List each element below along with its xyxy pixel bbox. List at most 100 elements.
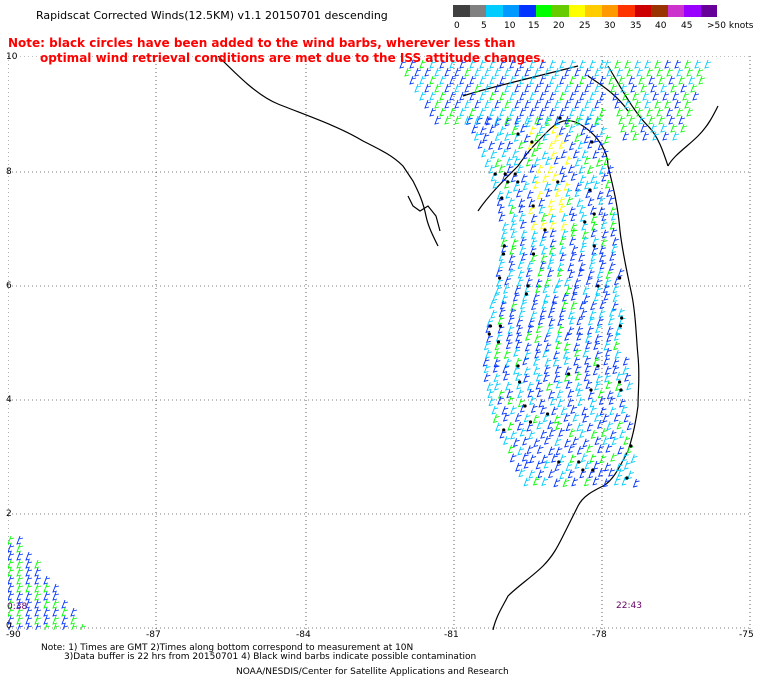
wind-barb [525,268,533,278]
wind-barb [419,59,427,69]
wind-barb [61,615,69,625]
colorbar-label-15: 15 [528,21,540,31]
wind-barb [579,429,586,439]
wind-barb [519,91,527,101]
wind-barb [654,59,662,69]
wind-barb [552,357,560,367]
wind-barb [533,180,541,189]
wind-barb [554,188,562,198]
wind-barb [544,115,552,125]
wind-barb [670,123,678,133]
wind-barb [444,99,452,109]
wind-barb [524,115,532,125]
contamination-dot [528,420,533,424]
wind-barb [495,422,502,432]
wind-barb [554,67,562,77]
wind-barb [505,381,512,391]
wind-barb [515,372,522,382]
contamination-dot [590,140,594,144]
wind-barb [538,197,546,207]
wind-barb [8,567,15,577]
wind-barb [509,91,517,101]
wind-barb [484,99,492,109]
wind-barb [509,221,517,231]
wind-barb [579,213,587,222]
wind-barb [583,134,591,144]
colorbar-label-25: 25 [579,21,591,31]
wind-barb [557,262,565,272]
wind-barb [542,284,550,294]
wind-barb [698,75,706,85]
wind-barb [544,277,552,287]
wind-barb [565,188,573,197]
wind-barb [628,75,636,85]
wind-barb [454,67,462,77]
wind-barb [599,91,607,101]
wind-barb [563,372,571,382]
wind-map [8,56,752,630]
wind-barb [499,126,506,135]
wind-barb [533,366,541,376]
wind-barb [591,222,598,231]
wind-barb [564,277,571,287]
wind-barb [543,365,551,375]
wind-barb [562,478,570,488]
wind-barb [609,206,617,216]
wind-barb [574,99,582,109]
wind-barb [429,107,437,117]
wind-barb [574,364,582,374]
wind-barb [52,583,60,593]
wind-barb [508,268,515,278]
wind-barb [586,326,594,335]
wind-barb [555,421,563,430]
lon-label-neg75: -75 [739,630,754,640]
wind-barb [449,75,457,85]
wind-barb [569,59,577,69]
wind-barb [570,222,578,232]
wind-barb [576,422,584,432]
wind-barb [547,164,555,174]
wind-barb [520,173,528,183]
wind-barb [501,172,509,182]
wind-barb [611,244,618,254]
colorbar-label-0: 0 [454,21,460,31]
wind-barb [519,75,527,85]
wind-barb [559,165,567,175]
wind-barb [449,59,457,69]
wind-barb [605,380,613,390]
wind-barb [605,347,612,357]
wind-barb [594,67,602,77]
wind-barb [555,278,563,288]
wind-barb [532,414,540,424]
contamination-dot [592,212,596,216]
wind-barb [680,83,688,93]
wind-barb [43,591,51,601]
wind-barb [520,300,527,310]
wind-barb [559,245,566,255]
lat-lon-grid [8,56,752,630]
wind-barb [534,67,542,77]
wind-barb [589,453,597,463]
wind-barb [25,615,33,625]
wind-barb [619,429,627,439]
wind-barb [580,309,588,318]
wind-barb [598,196,606,206]
wind-barb [613,476,621,486]
wind-barb [575,382,582,392]
wind-barb [80,623,87,630]
contamination-dot [545,412,550,416]
wind-barb [529,107,537,117]
wind-barb [540,429,547,439]
wind-barb [517,398,525,408]
wind-barb [526,190,534,199]
wind-barb [504,83,512,93]
wind-barb [579,243,587,253]
wind-barb [604,59,612,69]
wind-barb [546,382,553,391]
wind-barb [579,174,587,184]
wind-barb [617,468,625,478]
wind-barb [522,356,530,366]
wind-barb [564,118,572,128]
wind-barb [615,326,623,336]
wind-barb [606,165,614,175]
